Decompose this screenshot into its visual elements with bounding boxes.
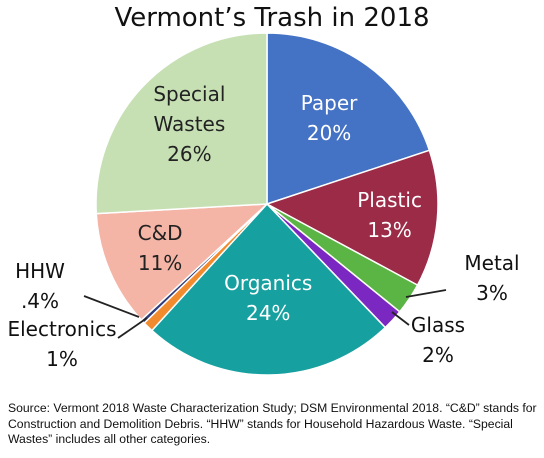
label-name-metal: Metal — [464, 251, 519, 275]
label-name-hhw: HHW — [15, 259, 65, 283]
leader-glass — [391, 311, 410, 326]
leader-electronics — [117, 317, 148, 339]
pie-chart: Vermont’s Trash in 2018 Paper 20% Plastic 1… — [7, 3, 520, 376]
label-name-organics: Organics — [224, 271, 312, 295]
slice-labels: Paper 20% Plastic 13% Metal 3% Glass 2% Organics… — [7, 82, 519, 371]
leader-lines — [83, 289, 447, 339]
label-value-hhw: .4% — [21, 289, 59, 313]
label-electronics: Electronics 1% — [7, 317, 116, 371]
label-name-special-wastes: Wastes — [154, 112, 226, 136]
label-value-paper: 20% — [307, 121, 351, 145]
label-value-plastic: 13% — [367, 218, 411, 242]
label-plastic: Plastic 13% — [357, 188, 422, 242]
chart-title: Vermont’s Trash in 2018 — [114, 3, 429, 33]
leader-hhw — [83, 295, 140, 318]
slice-special-wastes — [95, 32, 268, 215]
pie-slices — [95, 32, 439, 376]
label-name-electronics: Electronics — [7, 317, 116, 341]
label-paper: Paper 20% — [301, 91, 358, 145]
label-value-organics: 24% — [246, 301, 290, 325]
label-value-special-wastes: 26% — [167, 142, 211, 166]
label-special-wastes: Special Wastes 26% — [153, 82, 225, 166]
label-name-plastic: Plastic — [357, 188, 422, 212]
leader-metal — [405, 289, 447, 298]
label-name-glass: Glass — [411, 313, 465, 337]
slice-organics — [150, 202, 387, 376]
label-value-metal: 3% — [476, 281, 508, 305]
label-organics: Organics 24% — [224, 271, 312, 325]
label-name-special-wastes: Special — [153, 82, 225, 106]
label-name-candd: C&D — [138, 221, 183, 245]
label-value-glass: 2% — [422, 343, 454, 367]
label-candd: C&D 11% — [138, 221, 183, 275]
slice-plastic — [265, 149, 439, 287]
label-value-candd: 11% — [138, 251, 182, 275]
label-value-electronics: 1% — [46, 347, 78, 371]
slice-paper — [266, 32, 431, 206]
label-glass: Glass 2% — [411, 313, 465, 367]
label-hhw: HHW .4% — [15, 259, 65, 313]
source-note: Source: Vermont 2018 Waste Characterizat… — [8, 401, 537, 446]
label-name-paper: Paper — [301, 91, 358, 115]
label-metal: Metal 3% — [464, 251, 519, 305]
